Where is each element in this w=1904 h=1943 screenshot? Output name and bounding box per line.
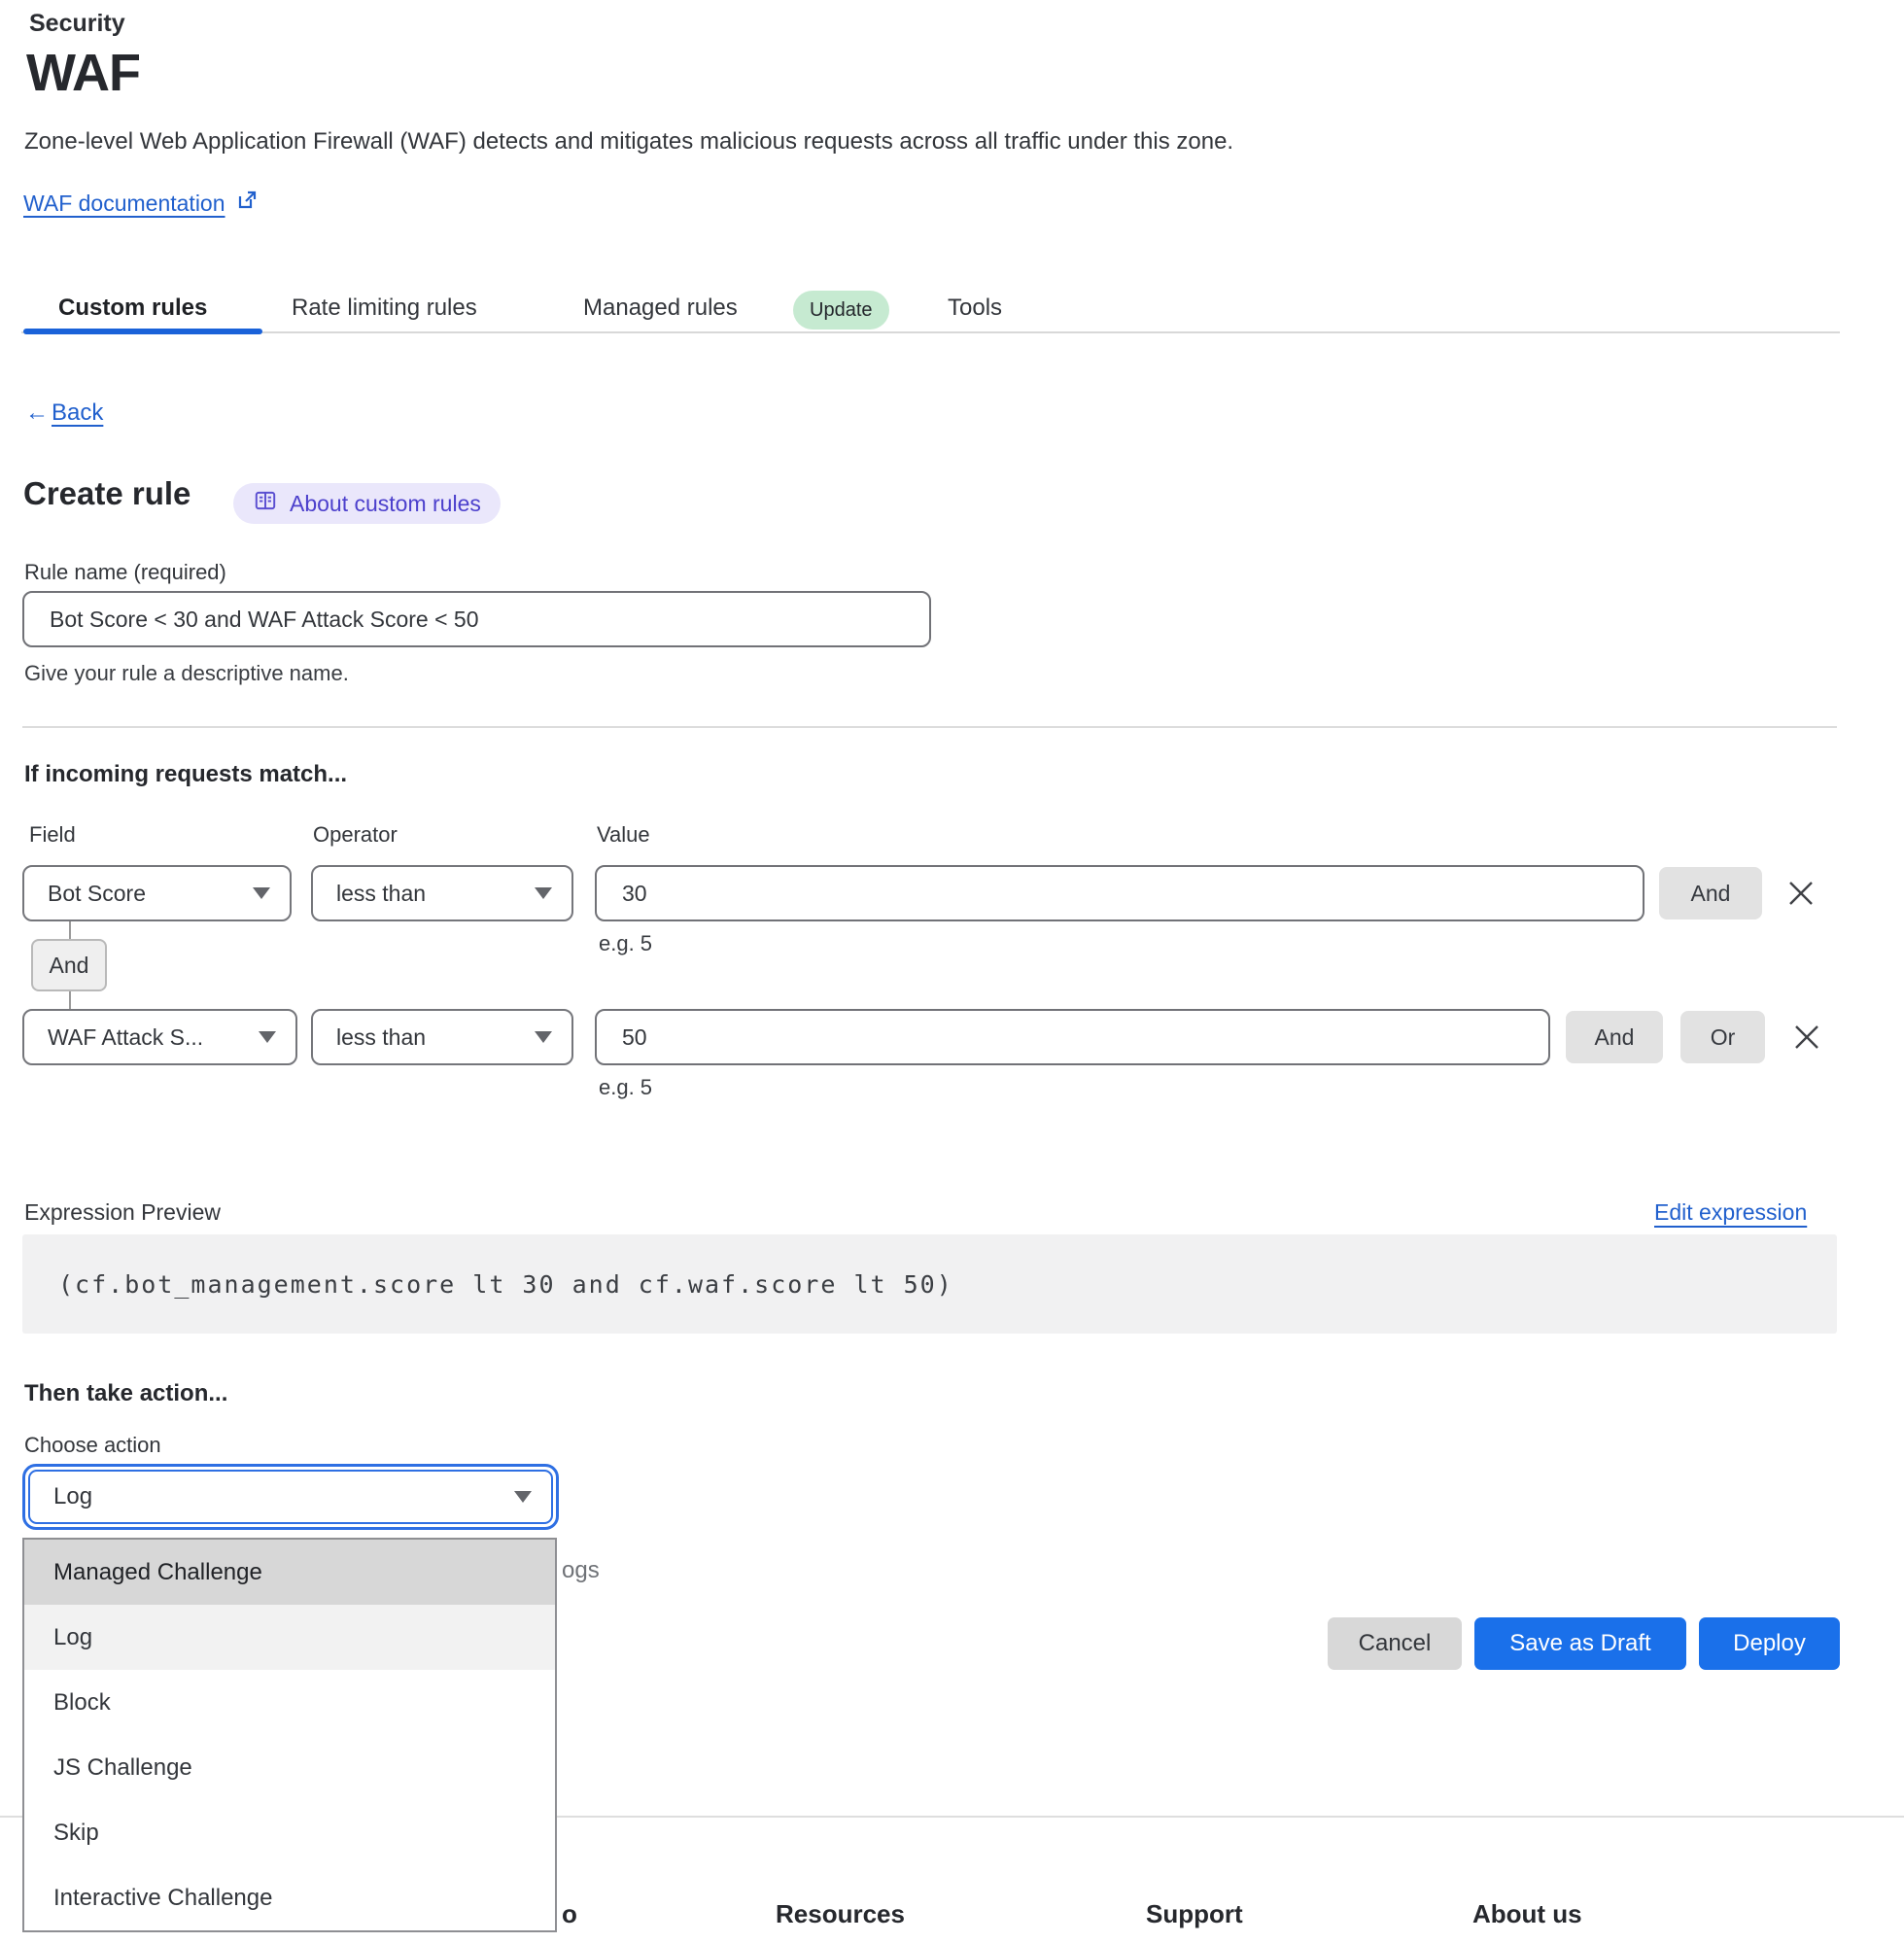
choose-action-selected-value: Log — [53, 1483, 93, 1509]
field-select-row1-value: Bot Score — [48, 880, 146, 906]
dropdown-option-skip[interactable]: Skip — [24, 1800, 555, 1865]
value-input-row2[interactable] — [595, 1009, 1550, 1065]
value-hint-row2: e.g. 5 — [599, 1075, 653, 1099]
caret-down-icon — [514, 1491, 532, 1503]
connector-and-badge[interactable]: And — [31, 939, 107, 991]
dropdown-option-block[interactable]: Block — [24, 1670, 555, 1735]
page-title: WAF — [26, 44, 141, 102]
value-hint-row1: e.g. 5 — [599, 931, 653, 955]
footer-heading-about-us: About us — [1472, 1899, 1582, 1928]
remove-condition-row2-icon[interactable] — [1790, 1021, 1823, 1054]
action-heading: Then take action... — [24, 1380, 228, 1406]
waf-documentation-link-label: WAF documentation — [23, 190, 225, 216]
edit-expression-link[interactable]: Edit expression — [1654, 1199, 1808, 1225]
field-select-row2-value: WAF Attack S... — [48, 1024, 204, 1050]
tab-custom-rules[interactable]: Custom rules — [58, 295, 208, 321]
about-custom-rules-label: About custom rules — [290, 490, 481, 516]
rule-name-help: Give your rule a descriptive name. — [24, 661, 349, 685]
field-select-row1[interactable]: Bot Score — [22, 865, 292, 921]
remove-condition-row1-icon[interactable] — [1784, 877, 1817, 910]
footer-divider — [0, 1816, 1904, 1818]
choose-action-select[interactable]: Log — [22, 1464, 559, 1530]
expression-code: (cf.bot_management.score lt 30 and cf.wa… — [58, 1269, 953, 1299]
tab-managed-rules[interactable]: Managed rules — [583, 295, 738, 321]
cancel-button[interactable]: Cancel — [1328, 1617, 1462, 1670]
back-arrow-icon: ← — [25, 399, 49, 426]
footer-heading-obscured: o — [562, 1899, 577, 1928]
operator-select-row2[interactable]: less than — [311, 1009, 573, 1065]
connector-line — [69, 991, 71, 1009]
action-help-text-fragment: ogs — [562, 1557, 600, 1583]
dropdown-option-managed-challenge[interactable]: Managed Challenge — [24, 1540, 555, 1605]
rule-name-label: Rule name (required) — [24, 560, 226, 584]
operator-select-row2-value: less than — [336, 1024, 427, 1050]
save-as-draft-button[interactable]: Save as Draft — [1474, 1617, 1686, 1670]
and-button-row1[interactable]: And — [1659, 867, 1762, 919]
caret-down-icon — [535, 1031, 552, 1043]
footer-heading-support: Support — [1146, 1899, 1243, 1928]
or-button-row2[interactable]: Or — [1680, 1011, 1765, 1063]
and-button-row2[interactable]: And — [1566, 1011, 1663, 1063]
create-rule-heading: Create rule — [23, 475, 191, 511]
operator-select-row1-value: less than — [336, 880, 427, 906]
back-link-label: Back — [52, 399, 104, 426]
waf-documentation-link[interactable]: WAF documentation — [23, 189, 259, 218]
value-input-row1[interactable] — [595, 865, 1644, 921]
connector-line — [69, 921, 71, 939]
breadcrumb-security: Security — [29, 10, 125, 37]
expression-preview-label: Expression Preview — [24, 1199, 221, 1225]
expression-preview-box: (cf.bot_management.score lt 30 and cf.wa… — [22, 1234, 1837, 1334]
update-badge: Update — [793, 291, 889, 330]
value-column-label: Value — [597, 822, 650, 847]
caret-down-icon — [259, 1031, 276, 1043]
external-link-icon — [235, 189, 259, 218]
about-custom-rules-badge[interactable]: About custom rules — [233, 483, 501, 524]
operator-column-label: Operator — [313, 822, 398, 847]
field-column-label: Field — [29, 822, 76, 847]
dropdown-option-log[interactable]: Log — [24, 1605, 555, 1670]
operator-select-row1[interactable]: less than — [311, 865, 573, 921]
field-select-row2[interactable]: WAF Attack S... — [22, 1009, 297, 1065]
active-tab-underline — [23, 329, 262, 334]
book-icon — [253, 488, 278, 519]
tab-rate-limiting-rules[interactable]: Rate limiting rules — [292, 295, 477, 321]
deploy-button[interactable]: Deploy — [1699, 1617, 1840, 1670]
tabs-divider — [21, 331, 1840, 333]
footer-heading-resources: Resources — [776, 1899, 905, 1928]
caret-down-icon — [253, 887, 270, 899]
match-heading: If incoming requests match... — [24, 761, 348, 787]
rule-name-input[interactable] — [22, 591, 931, 647]
back-link[interactable]: ← Back — [25, 399, 103, 427]
dropdown-option-js-challenge[interactable]: JS Challenge — [24, 1735, 555, 1800]
choose-action-label: Choose action — [24, 1433, 161, 1457]
dropdown-option-interactive-challenge[interactable]: Interactive Challenge — [24, 1865, 555, 1930]
page-description: Zone-level Web Application Firewall (WAF… — [24, 128, 1234, 155]
section-divider — [22, 726, 1837, 728]
choose-action-dropdown: Managed Challenge Log Block JS Challenge… — [22, 1538, 557, 1932]
caret-down-icon — [535, 887, 552, 899]
tab-tools[interactable]: Tools — [948, 295, 1003, 321]
